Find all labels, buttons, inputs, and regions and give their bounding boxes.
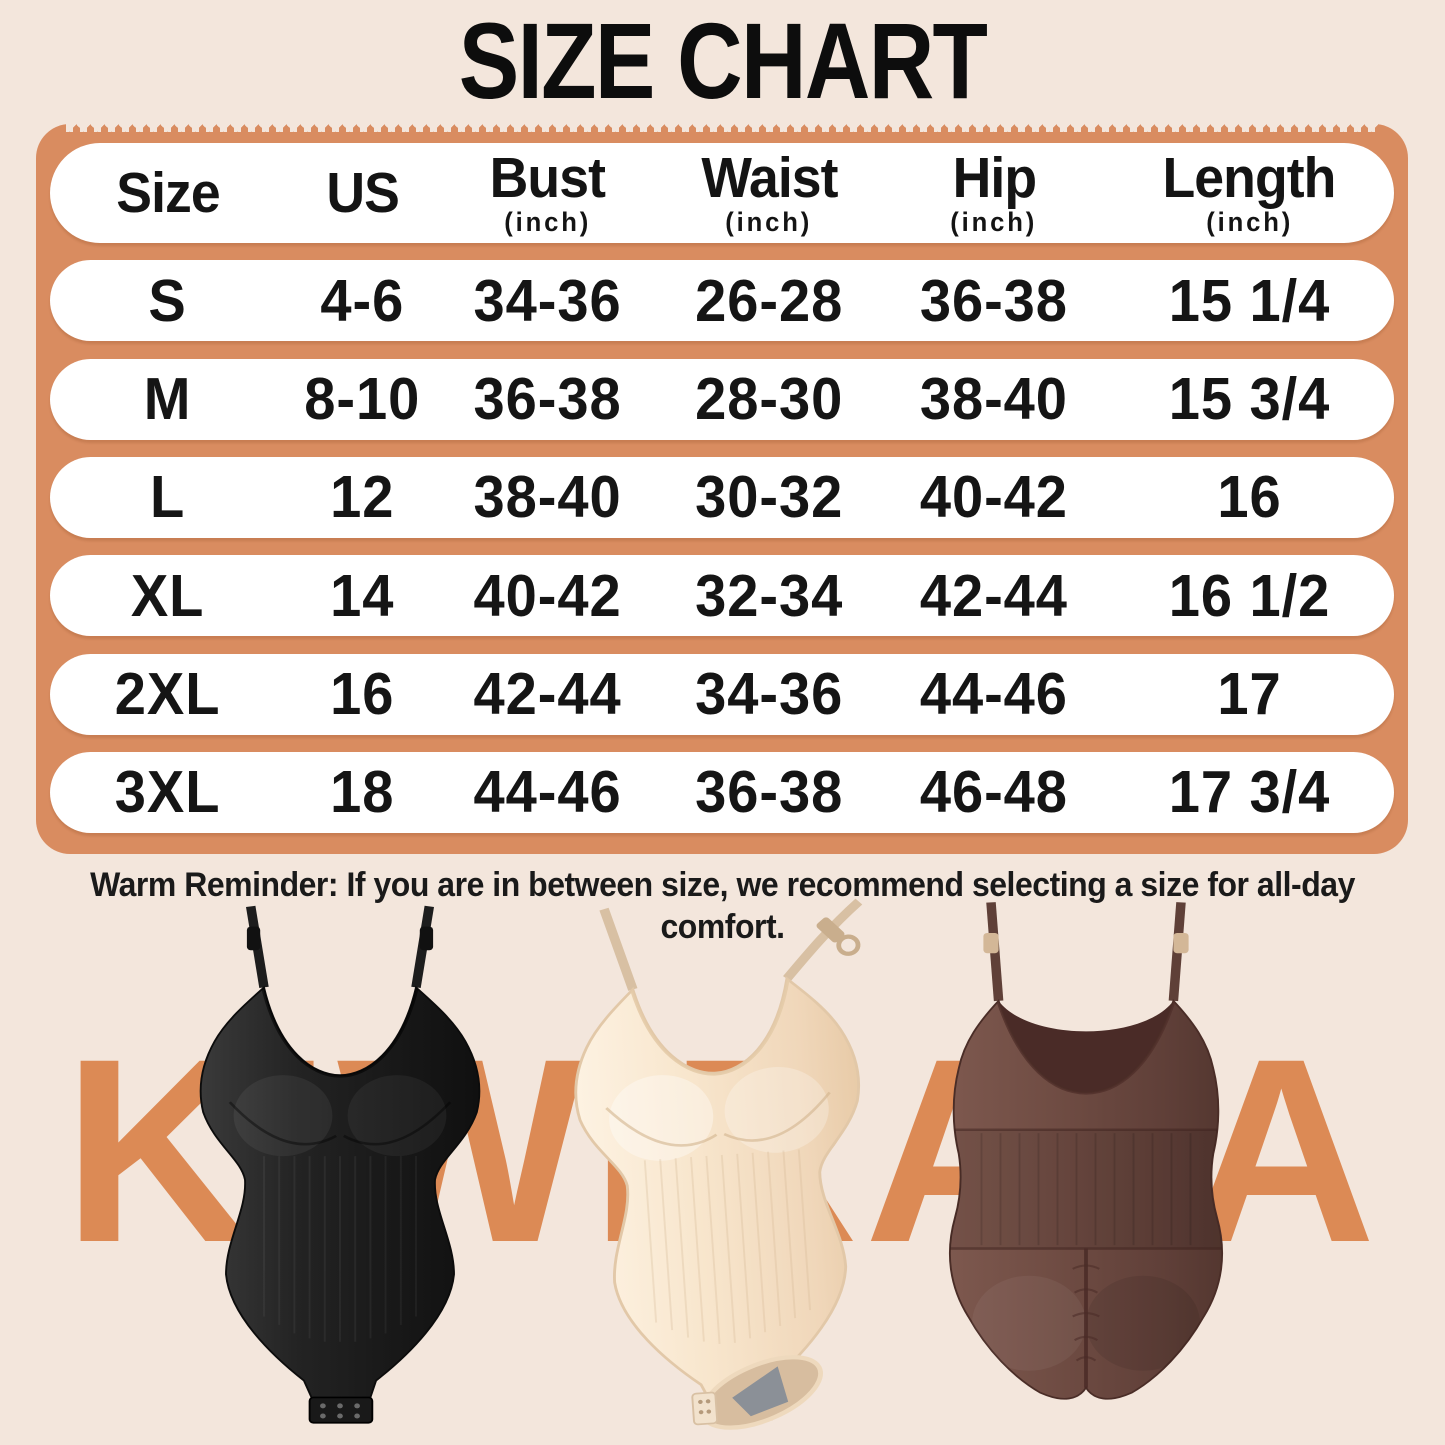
brown-bodysuit-back-icon (948, 902, 1224, 1400)
table-header-row: Size US Bust (inch) Waist (inch) Hip (50, 143, 1394, 243)
table-row-m: M 8-10 36-38 28-30 38-40 15 3/4 (50, 358, 1394, 440)
size-chart-table: Size US Bust (inch) Waist (inch) Hip (36, 124, 1408, 854)
warm-reminder-note: Warm Reminder: If you are in between siz… (90, 866, 1355, 946)
table-row-3xl: 3XL 18 44-46 36-38 46-48 17 3/4 (50, 751, 1394, 833)
column-header-length: Length (inch) (1162, 146, 1337, 237)
serrated-edge-decoration (66, 124, 1378, 132)
column-header-bust: Bust (inch) (489, 146, 606, 237)
column-header-waist: Waist (inch) (700, 146, 838, 237)
table-row-s: S 4-6 34-36 26-28 36-38 15 1/4 (50, 260, 1394, 342)
table-row-l: L 12 38-40 30-32 40-42 16 (50, 456, 1394, 538)
table-row-2xl: 2XL 16 42-44 34-36 44-46 17 (50, 653, 1394, 735)
page-title: SIZE CHART (458, 0, 988, 121)
table-row-xl: XL 14 40-42 32-34 42-44 16 1/2 (50, 555, 1394, 637)
column-header-us: US (326, 161, 399, 225)
black-bodysuit-front-icon (199, 905, 481, 1424)
beige-bodysuit-front-icon (574, 898, 863, 1430)
column-header-size: Size (115, 161, 220, 225)
column-header-hip: Hip (inch) (950, 146, 1038, 237)
